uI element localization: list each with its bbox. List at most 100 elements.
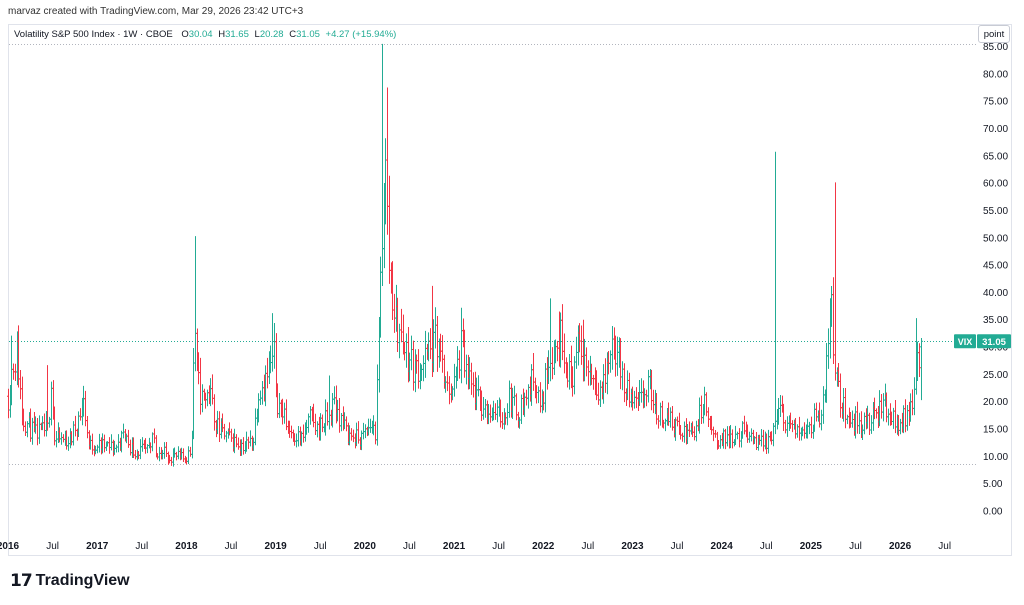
- ohlc-bar: [237, 437, 240, 450]
- ohlc-bar: [549, 298, 552, 382]
- ohlc-bar: [60, 432, 63, 445]
- ohlc-bar: [568, 354, 571, 390]
- ohlc-bar: [36, 417, 39, 446]
- x-tick-label: Jul: [760, 541, 773, 552]
- symbol-legend[interactable]: Volatility S&P 500 Index · 1W · CBOE O30…: [14, 29, 396, 40]
- x-tick-label: 2020: [354, 541, 377, 552]
- ohlc-bar: [350, 428, 353, 441]
- ohlc-bar: [585, 347, 588, 377]
- ohlc-bar: [774, 151, 777, 435]
- ohlc-bar: [920, 338, 923, 401]
- x-tick-label: 2021: [443, 541, 466, 552]
- price-unit-button[interactable]: point: [978, 25, 1010, 43]
- ohlc-bar: [458, 350, 461, 379]
- ohlc-bar: [103, 434, 106, 453]
- y-tick-label: 55.00: [983, 206, 1008, 217]
- ohlc-bar: [832, 277, 835, 364]
- ohlc-bar: [822, 386, 825, 424]
- ohlc-bar: [453, 363, 456, 397]
- ohlc-bar: [74, 415, 77, 437]
- ohlc-bar: [43, 413, 46, 437]
- x-tick-label: Jul: [938, 541, 951, 552]
- ohlc-bar: [417, 349, 420, 389]
- ohlc-bar: [834, 182, 837, 381]
- x-tick-label: Jul: [225, 541, 238, 552]
- ohlc-bar: [623, 363, 626, 403]
- ohlc-bar: [374, 421, 377, 445]
- ohlc-bar: [436, 316, 439, 372]
- ohlc-bar: [333, 386, 336, 405]
- ohlc-bar: [496, 400, 499, 423]
- ohlc-bar: [127, 429, 130, 448]
- ohlc-bar: [592, 374, 595, 390]
- ohlc-bar: [201, 384, 204, 413]
- ohlc-bar: [388, 175, 391, 284]
- ohlc-bar: [693, 426, 696, 441]
- symbol-tag-badge: [954, 334, 976, 349]
- ohlc-bar: [369, 418, 372, 433]
- legend-open-value: 30.04: [188, 29, 213, 40]
- ohlc-bar: [429, 328, 432, 360]
- ohlc-bar: [779, 395, 782, 418]
- ohlc-bar: [652, 389, 655, 414]
- ohlc-bar: [551, 347, 554, 380]
- ohlc-bar: [189, 446, 192, 457]
- y-tick-label: 85.00: [983, 42, 1008, 53]
- chart-frame[interactable]: [8, 24, 1012, 556]
- ohlc-bar: [736, 431, 739, 440]
- ohlc-bar: [688, 421, 691, 438]
- legend-high-value: 31.65: [225, 29, 249, 40]
- tradingview-brand-name: TradingView: [35, 572, 130, 589]
- ohlc-bar: [302, 424, 305, 443]
- ohlc-bar: [163, 442, 166, 459]
- ohlc-bar: [880, 394, 883, 419]
- ohlc-bar: [211, 374, 214, 405]
- ohlc-bar: [266, 357, 269, 389]
- ohlc-bar: [446, 371, 449, 392]
- ohlc-bar: [86, 416, 89, 439]
- ohlc-bar: [762, 429, 765, 452]
- ohlc-bar: [760, 429, 763, 447]
- ohlc-bar: [153, 428, 156, 444]
- ohlc-bar: [611, 325, 614, 370]
- ohlc-bar: [494, 403, 497, 420]
- ohlc-bar: [657, 415, 660, 429]
- ohlc-bar: [616, 336, 619, 376]
- ohlc-bar: [271, 313, 274, 372]
- ohlc-bar: [894, 400, 897, 434]
- tradingview-logo[interactable]: 17 TradingView: [10, 571, 130, 591]
- ohlc-bar: [48, 416, 51, 428]
- ohlc-bar: [798, 416, 801, 441]
- ohlc-bar: [177, 446, 180, 460]
- last-price-label: 31.05: [982, 337, 1006, 348]
- ohlc-bar: [726, 426, 729, 447]
- ohlc-bar: [599, 380, 602, 408]
- reference-lines: [9, 44, 976, 465]
- ohlc-bar: [719, 435, 722, 449]
- ohlc-bar: [345, 416, 348, 432]
- ohlc-bar: [393, 293, 396, 333]
- ohlc-bar: [501, 412, 504, 430]
- ohlc-bar: [285, 399, 288, 431]
- ohlc-bar: [556, 340, 559, 362]
- ohlc-bar: [7, 388, 10, 419]
- ohlc-bar: [410, 335, 413, 371]
- ohlc-bar: [117, 434, 120, 453]
- ohlc-bar: [278, 392, 281, 419]
- ohlc-bar: [484, 399, 487, 418]
- last-price-marker: VIX 31.05: [954, 334, 1011, 349]
- ohlc-bar: [810, 416, 813, 439]
- ohlc-bar: [424, 330, 427, 378]
- ohlc-bar: [328, 375, 331, 430]
- ohlc-bar: [856, 401, 859, 434]
- ohlc-bar: [705, 392, 708, 417]
- ohlc-bar: [151, 432, 154, 452]
- ohlc-bar: [482, 396, 485, 420]
- ohlc-bar: [326, 402, 329, 426]
- ohlc-bar: [62, 434, 65, 443]
- tradingview-mark-icon: 17: [10, 571, 33, 591]
- attribution-text: marvaz created with TradingView.com, Mar…: [8, 6, 304, 17]
- y-tick-label: 5.00: [983, 479, 1003, 490]
- ohlc-bar: [563, 333, 566, 374]
